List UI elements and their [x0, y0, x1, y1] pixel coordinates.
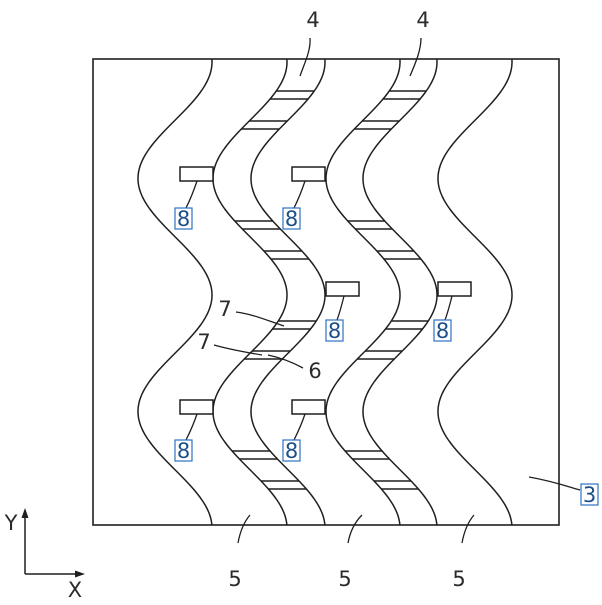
wave-line-4: [325, 58, 401, 526]
leader-line-8: [267, 354, 304, 369]
pad-3: [325, 281, 360, 297]
leader-line-1: [299, 37, 311, 77]
leader-line-14: [185, 413, 198, 441]
label-6: 6: [308, 359, 321, 383]
pad-labels: 8 8 8 8 8 8: [174, 207, 452, 463]
substrate-frame: [92, 58, 560, 526]
leader-line-7: [213, 344, 263, 356]
label-8-d: 8: [436, 319, 449, 343]
leader-line-11: [293, 180, 306, 209]
leader-line-3: [237, 514, 251, 544]
leader-line-2: [409, 37, 422, 77]
leader-line-9: [528, 476, 581, 491]
x-axis-label: X: [68, 578, 82, 602]
pad-rectangles: [179, 166, 472, 415]
leader-line-10: [185, 180, 198, 209]
leader-line-15: [293, 413, 306, 441]
label-7-upper: 7: [218, 297, 231, 321]
label-8-e: 8: [177, 439, 190, 463]
label-7-lower: 7: [197, 330, 210, 354]
pad-4: [437, 281, 472, 297]
pad-6: [291, 399, 326, 415]
leader-line-12: [336, 295, 345, 321]
leader-lines: [185, 37, 581, 544]
pad-5: [179, 399, 214, 415]
label-5-right: 5: [452, 567, 465, 591]
label-3-frame: [580, 483, 599, 506]
y-arrow-icon: [21, 508, 29, 518]
wave-line-3: [250, 58, 326, 526]
label-3: 3: [583, 483, 596, 507]
leader-line-5: [461, 514, 475, 544]
y-axis-label: Y: [4, 511, 18, 535]
pad-2: [291, 166, 326, 182]
bridge-rungs: [232, 90, 429, 490]
label-8-c: 8: [328, 319, 341, 343]
pad-1: [179, 166, 214, 182]
leader-line-4: [347, 514, 363, 544]
wave-line-2: [212, 58, 288, 526]
x-arrow-icon: [75, 570, 85, 578]
leader-line-6: [235, 311, 285, 327]
wave-line-6: [437, 58, 513, 526]
label-4-left: 4: [306, 8, 319, 32]
label-5-middle: 5: [338, 567, 351, 591]
label-8-f: 8: [285, 439, 298, 463]
wave-line-1: [137, 58, 213, 526]
label-5-left: 5: [228, 567, 241, 591]
label-4-right: 4: [416, 8, 429, 32]
wave-lines: [137, 58, 513, 526]
label-8-b: 8: [285, 207, 298, 231]
label-8-a: 8: [177, 207, 190, 231]
wave-line-5: [362, 58, 438, 526]
coordinate-axes: Y X: [4, 508, 85, 602]
leader-line-13: [444, 295, 453, 321]
